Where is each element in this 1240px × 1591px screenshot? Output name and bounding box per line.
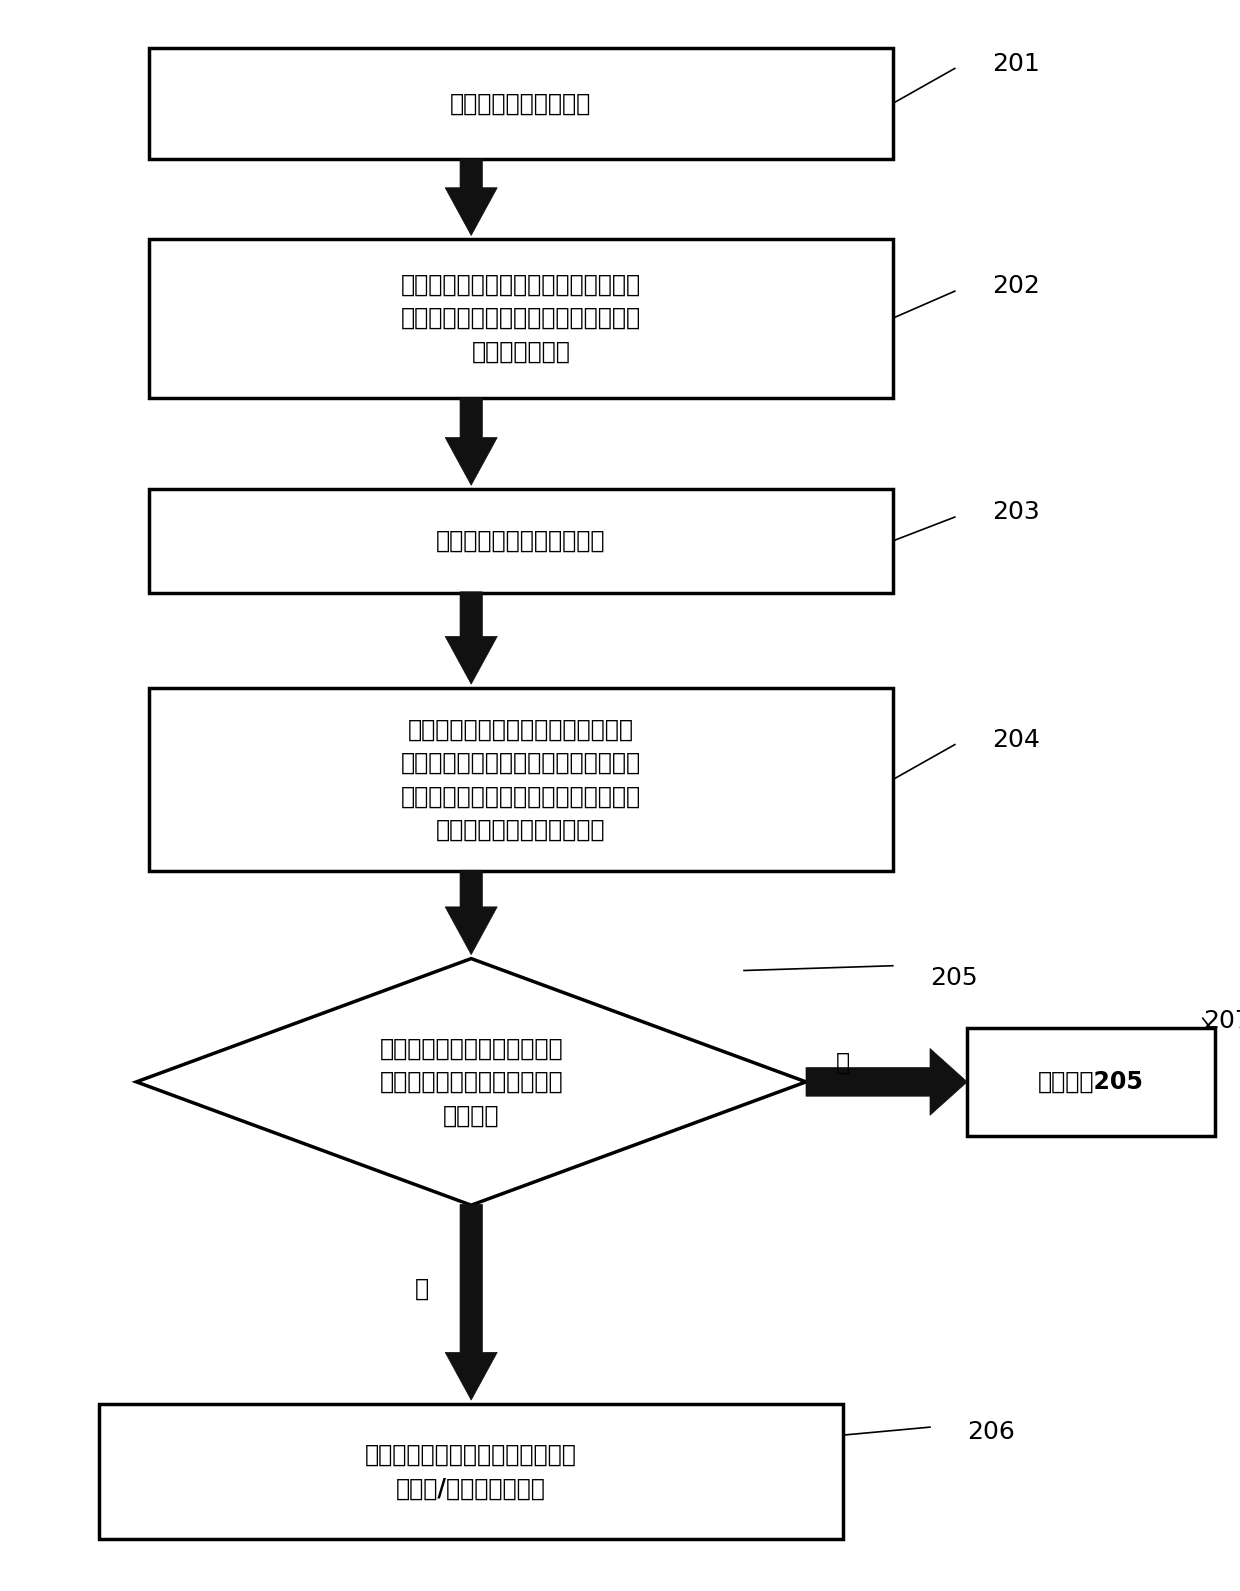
FancyBboxPatch shape [99, 1405, 843, 1540]
FancyBboxPatch shape [149, 48, 893, 159]
FancyBboxPatch shape [149, 687, 893, 872]
Text: 控制供电模块向继电器导通电流，并且
保持输送导通电流的保持时间要大于继
电器的动作时间: 控制供电模块向继电器导通电流，并且 保持输送导通电流的保持时间要大于继 电器的动… [401, 272, 641, 364]
Text: 控制供电模块停止向继电器导通电
流，和/或发出高温提醒: 控制供电模块停止向继电器导通电 流，和/或发出高温提醒 [366, 1443, 577, 1500]
Text: 203: 203 [992, 500, 1040, 525]
Polygon shape [445, 159, 497, 235]
Text: 204: 204 [992, 727, 1040, 753]
Polygon shape [806, 1048, 967, 1115]
FancyBboxPatch shape [149, 239, 893, 398]
Text: 否: 否 [836, 1050, 851, 1076]
Polygon shape [136, 958, 806, 1206]
Text: 205: 205 [930, 966, 977, 991]
Polygon shape [445, 592, 497, 684]
Polygon shape [445, 870, 497, 955]
Text: 返回步骤205: 返回步骤205 [1038, 1069, 1145, 1095]
Text: 所述继电器处于导通状态之后，控制
供电模块间隔地向所述继电器输送导通
电流，其中，间隔输送所述导通电流的
间隔时间小于所述释放时间: 所述继电器处于导通状态之后，控制 供电模块间隔地向所述继电器输送导通 电流，其中… [401, 718, 641, 842]
Text: 接收温度传感器所采集到的继
电器的温度，并判断是否大于
温度阈值: 接收温度传感器所采集到的继 电器的温度，并判断是否大于 温度阈值 [379, 1036, 563, 1128]
Text: 获取继电器的动作时间: 获取继电器的动作时间 [450, 91, 591, 116]
Text: 207: 207 [1203, 1009, 1240, 1034]
Polygon shape [445, 1204, 497, 1400]
Polygon shape [445, 398, 497, 485]
Text: 202: 202 [992, 274, 1040, 299]
FancyBboxPatch shape [967, 1028, 1215, 1136]
Text: 201: 201 [992, 51, 1040, 76]
Text: 是: 是 [414, 1276, 429, 1301]
Text: 获取所述继电器的释放时间: 获取所述继电器的释放时间 [436, 528, 605, 554]
Text: 206: 206 [967, 1419, 1016, 1445]
FancyBboxPatch shape [149, 488, 893, 592]
